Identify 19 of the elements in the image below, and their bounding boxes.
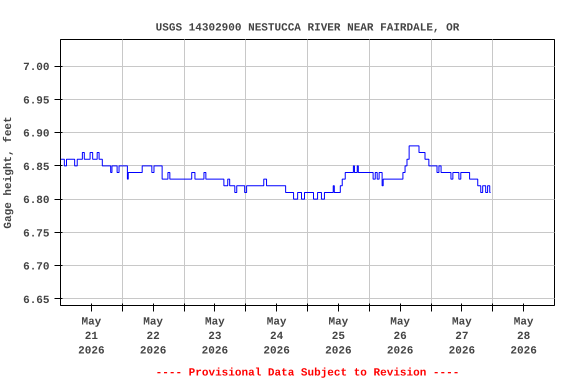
y-tick-label: 6.90 bbox=[23, 128, 50, 141]
y-tick-label: 6.70 bbox=[23, 262, 50, 274]
y-axis-title: Gage height, feet bbox=[2, 116, 16, 229]
x-tick-label: May 26 2026 bbox=[386, 316, 414, 358]
x-tick-label: May 22 2026 bbox=[140, 316, 166, 358]
chart-title: USGS 14302900 NESTUCCA RIVER NEAR FAIRDALE, OR bbox=[156, 22, 460, 34]
x-tick-label: May 24 2026 bbox=[263, 316, 290, 358]
x-tick-label: May 27 2026 bbox=[448, 316, 476, 358]
x-tick-label: May 21 2026 bbox=[78, 316, 105, 358]
text: ---- Provisional Data Subject to Revision ---- bbox=[156, 368, 460, 380]
x-tick-label: May 23 2026 bbox=[202, 316, 228, 358]
y-tick-label: 6.95 bbox=[23, 95, 50, 108]
y-tick-label: 7.00 bbox=[23, 62, 50, 74]
y-tick-label: 6.85 bbox=[23, 162, 50, 174]
x-tick-label: May 28 2026 bbox=[510, 316, 537, 358]
y-tick-label: 6.65 bbox=[23, 294, 50, 307]
x-tick-label: May 25 2026 bbox=[325, 316, 352, 358]
y-tick-label: 6.80 bbox=[23, 195, 50, 208]
y-tick-label: 6.75 bbox=[23, 228, 50, 240]
